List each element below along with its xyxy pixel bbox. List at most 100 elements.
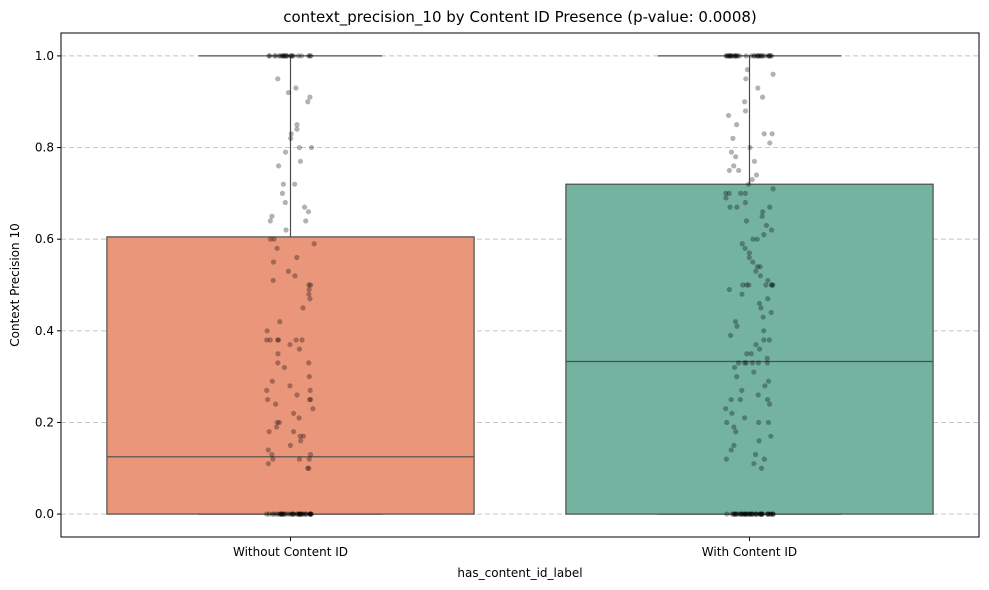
data-point	[294, 254, 300, 261]
data-point	[311, 241, 317, 247]
data-point	[287, 341, 293, 348]
data-point	[307, 511, 314, 517]
data-point	[763, 282, 769, 288]
y-axis: 0.0 0.2 0.4 0.6 0.8 1.0	[35, 49, 61, 521]
data-point	[758, 305, 764, 311]
data-point	[743, 282, 750, 288]
data-point	[757, 264, 763, 270]
data-point	[759, 53, 765, 59]
data-point	[305, 53, 312, 59]
y-tick-label: 1.0	[35, 49, 54, 63]
data-point	[306, 360, 312, 366]
data-point	[768, 282, 774, 288]
data-point	[290, 511, 296, 517]
data-point	[305, 209, 312, 215]
data-point	[306, 465, 312, 471]
data-point	[306, 282, 312, 288]
data-point	[269, 378, 275, 384]
data-point	[723, 53, 729, 59]
data-point	[289, 511, 296, 517]
data-point	[764, 511, 770, 517]
data-point	[728, 53, 734, 59]
data-point	[768, 433, 774, 439]
data-point	[296, 346, 303, 352]
data-point	[723, 190, 729, 196]
data-point	[308, 144, 315, 151]
data-point	[757, 511, 763, 517]
data-point	[759, 53, 766, 59]
data-point	[766, 53, 772, 59]
data-point	[744, 351, 750, 357]
data-point	[275, 360, 281, 366]
data-point	[758, 511, 764, 517]
y-tick-label: 0.0	[35, 507, 54, 521]
data-point	[751, 53, 758, 59]
data-point	[743, 511, 749, 517]
data-point	[292, 181, 298, 187]
data-point	[732, 53, 738, 59]
data-point	[279, 190, 286, 196]
data-point	[274, 419, 280, 426]
data-point	[770, 511, 776, 517]
data-point	[307, 296, 313, 302]
data-point	[756, 300, 763, 306]
data-point	[745, 181, 752, 187]
data-point	[730, 511, 737, 517]
data-point	[729, 53, 735, 59]
data-point	[298, 511, 305, 517]
data-point	[748, 351, 754, 357]
data-point	[765, 277, 771, 284]
data-point	[759, 94, 766, 100]
data-point	[310, 406, 316, 412]
data-point	[288, 53, 294, 59]
data-point	[267, 236, 273, 242]
data-point	[768, 53, 775, 59]
data-point	[290, 53, 296, 59]
data-point	[766, 53, 772, 59]
data-point	[277, 53, 283, 59]
data-point	[768, 511, 774, 517]
data-point	[306, 396, 313, 403]
data-point	[731, 163, 737, 169]
data-point	[290, 429, 297, 435]
data-point	[296, 456, 303, 462]
data-point	[303, 511, 310, 517]
data-point	[761, 328, 767, 334]
data-point	[306, 286, 312, 293]
data-point	[747, 144, 753, 151]
data-point	[727, 53, 733, 59]
data-point	[280, 53, 286, 59]
data-point	[281, 53, 287, 59]
data-point	[736, 53, 743, 59]
data-point	[275, 511, 281, 517]
data-point	[755, 53, 761, 59]
data-point	[743, 76, 749, 82]
data-point	[278, 511, 284, 517]
data-point	[266, 53, 272, 59]
data-point	[732, 511, 738, 517]
data-point	[750, 259, 756, 265]
data-point	[758, 465, 765, 471]
data-point	[308, 511, 314, 517]
data-point	[723, 456, 729, 462]
data-point	[741, 360, 748, 366]
data-point	[729, 410, 735, 416]
data-point	[743, 511, 749, 517]
data-point	[724, 53, 730, 59]
data-point	[743, 218, 750, 224]
data-point	[755, 360, 762, 366]
data-point	[744, 67, 751, 73]
data-point	[265, 447, 271, 453]
data-point	[757, 273, 764, 279]
y-tick-label: 0.2	[35, 415, 54, 429]
data-point	[739, 511, 745, 517]
data-point	[754, 236, 760, 242]
data-point	[269, 511, 276, 517]
data-point	[294, 511, 300, 517]
data-point	[729, 511, 735, 517]
data-point	[294, 392, 300, 398]
data-point	[269, 213, 275, 219]
data-point	[277, 53, 283, 59]
data-point	[283, 227, 289, 233]
data-point	[284, 53, 290, 59]
